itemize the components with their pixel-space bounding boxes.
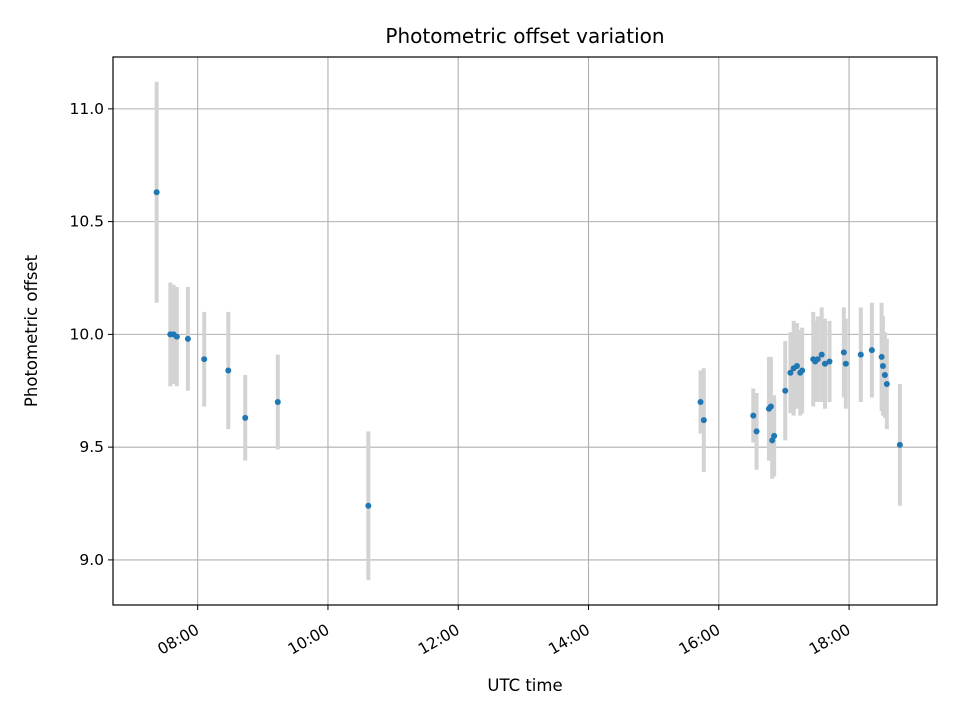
data-point	[750, 412, 757, 419]
data-point	[818, 351, 825, 358]
grid-layer	[113, 57, 937, 605]
data-point	[184, 335, 191, 342]
data-point	[868, 347, 875, 354]
y-tick-label: 10.0	[69, 325, 104, 343]
data-point	[799, 367, 806, 374]
data-point	[826, 358, 833, 365]
data-point	[225, 367, 232, 374]
data-point	[767, 403, 774, 410]
data-point	[878, 353, 885, 360]
x-axis-title: UTC time	[487, 676, 562, 695]
y-tick-label: 9.0	[79, 551, 104, 569]
data-point	[842, 360, 849, 367]
y-axis-title: Photometric offset	[22, 254, 41, 407]
plot-frame	[112, 56, 938, 606]
data-point	[769, 437, 776, 444]
data-point	[896, 441, 903, 448]
data-point	[242, 414, 249, 421]
chart-title: Photometric offset variation	[385, 24, 664, 48]
data-point	[153, 189, 160, 196]
data-point	[857, 351, 864, 358]
data-point	[881, 371, 888, 378]
y-tick-label: 10.5	[69, 213, 104, 231]
data-point	[697, 399, 704, 406]
data-point	[821, 360, 828, 367]
data-point	[700, 417, 707, 424]
data-point	[879, 362, 886, 369]
data-point	[274, 399, 281, 406]
y-tick-label: 11.0	[69, 100, 104, 118]
data-point	[840, 349, 847, 356]
data-point	[787, 369, 794, 376]
data-point	[201, 356, 208, 363]
data-point	[771, 432, 778, 439]
y-tick-label: 9.5	[79, 438, 104, 456]
data-point	[753, 428, 760, 435]
data-point	[883, 380, 890, 387]
data-point	[793, 362, 800, 369]
data-point	[173, 333, 180, 340]
data-point	[814, 356, 821, 363]
data-point	[782, 387, 789, 394]
point-layer	[153, 189, 903, 509]
data-point	[365, 502, 372, 509]
